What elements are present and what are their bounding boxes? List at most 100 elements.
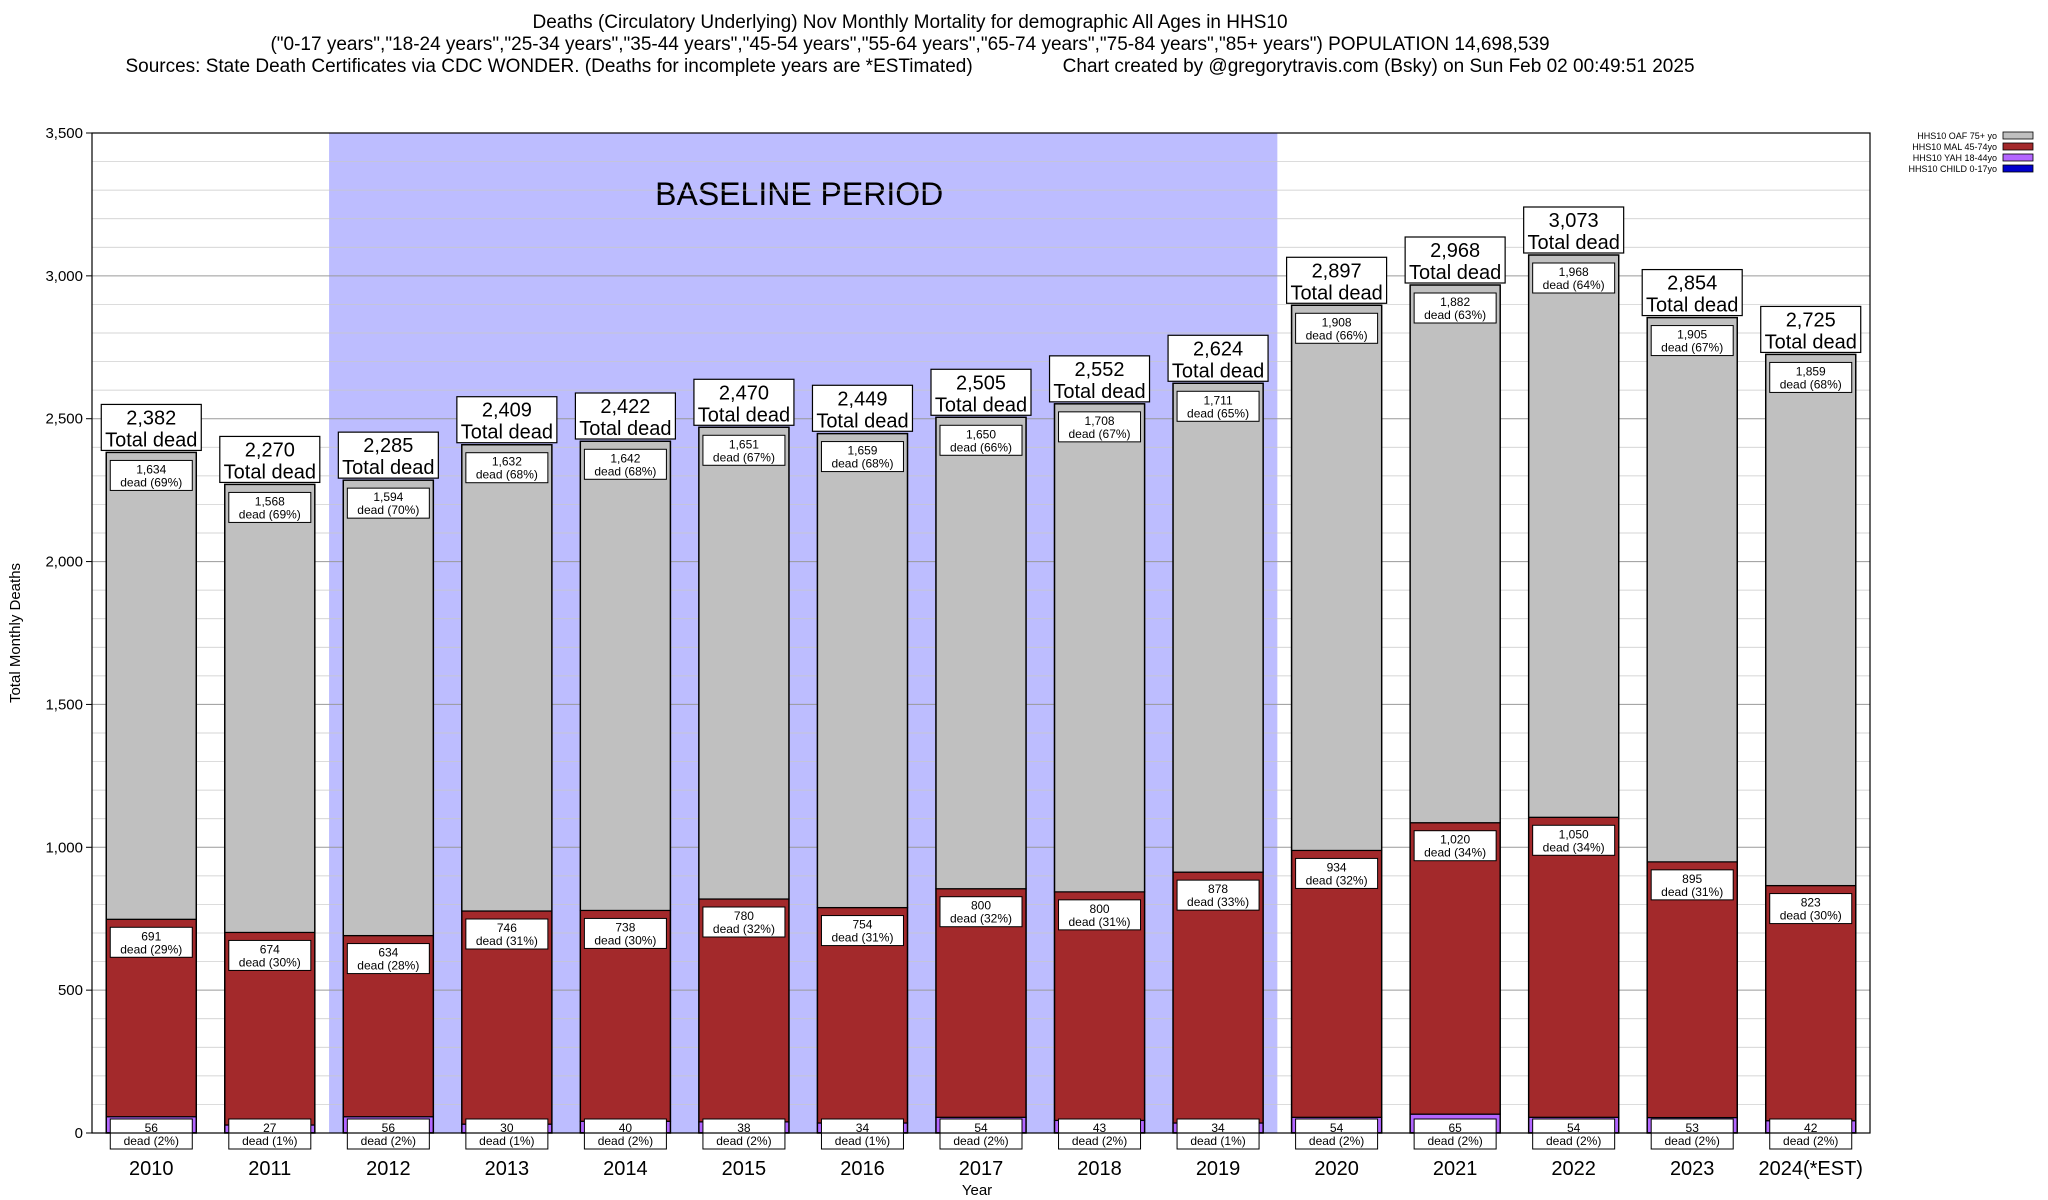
bar-segment <box>1409 284 1501 824</box>
legend-entry-label: HHS10 OAF 75+ yo <box>1917 131 1997 141</box>
bar-segment <box>935 416 1027 890</box>
legend-swatch <box>2002 164 2034 173</box>
segment-label-share: dead (33%) <box>1187 895 1249 909</box>
segment-label-count: 56 <box>382 1121 396 1135</box>
segment-label-share: dead (30%) <box>1780 909 1842 923</box>
segment-label-share: dead (1%) <box>242 1134 297 1148</box>
total-label-suffix: Total dead <box>1053 381 1145 403</box>
segment-label-count: 800 <box>1090 902 1110 916</box>
segment-label-box <box>939 1118 1023 1150</box>
segment-label-count: 54 <box>974 1121 988 1135</box>
segment-label-count: 54 <box>1330 1121 1344 1135</box>
segment-label-box <box>820 441 904 473</box>
segment-label-count: 1,882 <box>1440 295 1470 309</box>
segment-label-share: dead (2%) <box>1546 1134 1601 1148</box>
bar-segment <box>1765 353 1857 887</box>
segment-label-count: 1,968 <box>1559 265 1589 279</box>
segment-label-share: dead (2%) <box>598 1134 653 1148</box>
bar-segment <box>1053 403 1146 893</box>
segment-label-count: 754 <box>852 918 872 932</box>
segment-label-share: dead (31%) <box>476 934 538 948</box>
segment-label-count: 780 <box>734 909 754 923</box>
segment-label-count: 1,020 <box>1440 833 1470 847</box>
legend-entry-label: HHS10 YAH 18-44yo <box>1913 153 1997 163</box>
segment-label-share: dead (2%) <box>1783 1134 1838 1148</box>
segment-label-box <box>1769 893 1853 925</box>
y-tick-label: 1,000 <box>45 839 83 856</box>
total-label-value: 2,285 <box>363 435 413 457</box>
total-label-value: 2,449 <box>837 388 887 410</box>
chart-title: Deaths (Circulatory Underlying) Nov Mont… <box>532 12 1288 33</box>
segment-label-share: dead (31%) <box>1661 885 1723 899</box>
chart-sources-row: Sources: State Death Certificates via CD… <box>0 56 1820 78</box>
chart-subtitle: ("0-17 years","18-24 years","25-34 years… <box>270 34 1550 55</box>
segment-label-box <box>346 1118 430 1150</box>
bar-segment <box>224 483 316 934</box>
segment-label-box <box>1058 899 1142 931</box>
segment-label-count: 1,594 <box>373 490 403 504</box>
segment-label-share: dead (67%) <box>1661 341 1723 355</box>
bar-segment <box>1646 316 1738 863</box>
total-label-box <box>1048 355 1151 403</box>
total-label-box <box>337 431 439 479</box>
segment-label-box <box>1532 1118 1616 1150</box>
segment-label-box <box>1413 830 1497 862</box>
x-tick-label: 2019 <box>1196 1158 1241 1180</box>
y-tick-label: 0 <box>75 1125 83 1142</box>
segment-label-count: 34 <box>1211 1121 1225 1135</box>
segment-label-box <box>1176 879 1260 911</box>
segment-label-count: 1,632 <box>492 455 522 469</box>
x-tick-label: 2023 <box>1670 1158 1715 1180</box>
x-axis-label: Year <box>962 1182 992 1199</box>
segment-label-box <box>109 926 193 958</box>
segment-label-share: dead (31%) <box>1069 915 1131 929</box>
total-label-value: 2,854 <box>1667 273 1717 295</box>
bar-segment <box>1528 816 1620 1118</box>
bar-segment <box>1528 254 1620 818</box>
total-label-box <box>574 392 677 440</box>
segment-label-share: dead (67%) <box>713 450 775 464</box>
total-label-suffix: Total dead <box>1290 282 1382 304</box>
total-label-value: 2,409 <box>482 400 532 422</box>
total-label-suffix: Total dead <box>935 394 1027 416</box>
total-label-box <box>1285 256 1388 304</box>
segment-label-count: 895 <box>1682 872 1702 886</box>
legend-swatch <box>2002 131 2034 140</box>
segment-label-share: dead (66%) <box>950 440 1012 454</box>
total-label-box <box>1404 236 1506 284</box>
segment-label-count: 1,050 <box>1559 827 1589 841</box>
segment-label-count: 691 <box>141 929 161 943</box>
total-label-box <box>693 378 795 426</box>
segment-label-box <box>702 906 786 938</box>
segment-label-count: 65 <box>1448 1121 1462 1135</box>
segment-label-count: 1,642 <box>610 451 640 465</box>
segment-label-count: 34 <box>856 1121 870 1135</box>
total-label-box <box>811 384 914 432</box>
segment-label-share: dead (67%) <box>1069 427 1131 441</box>
total-label-value: 2,470 <box>719 382 769 404</box>
segment-label-share: dead (2%) <box>953 1134 1008 1148</box>
total-label-value: 2,725 <box>1786 309 1836 331</box>
total-label-value: 2,505 <box>956 372 1006 394</box>
segment-label-count: 1,859 <box>1796 364 1826 378</box>
segment-label-box <box>583 1118 667 1150</box>
segment-label-box <box>228 939 312 971</box>
segment-label-count: 823 <box>1801 896 1821 910</box>
segment-label-box <box>1058 1118 1142 1150</box>
total-label-box <box>456 396 558 444</box>
segment-label-box <box>820 1118 904 1150</box>
bar-segment <box>1290 849 1383 1118</box>
y-tick-label: 2,500 <box>45 411 83 428</box>
segment-label-share: dead (69%) <box>120 475 182 489</box>
bar-segment <box>1290 304 1383 852</box>
total-label-suffix: Total dead <box>461 422 553 444</box>
segment-label-box <box>702 434 786 466</box>
segment-label-box <box>1413 1118 1497 1150</box>
segment-label-count: 53 <box>1686 1121 1700 1135</box>
segment-label-count: 56 <box>145 1121 159 1135</box>
segment-label-count: 746 <box>497 921 517 935</box>
segment-label-share: dead (32%) <box>713 922 775 936</box>
plot-frame <box>91 132 1871 1134</box>
segment-label-box <box>228 491 312 523</box>
